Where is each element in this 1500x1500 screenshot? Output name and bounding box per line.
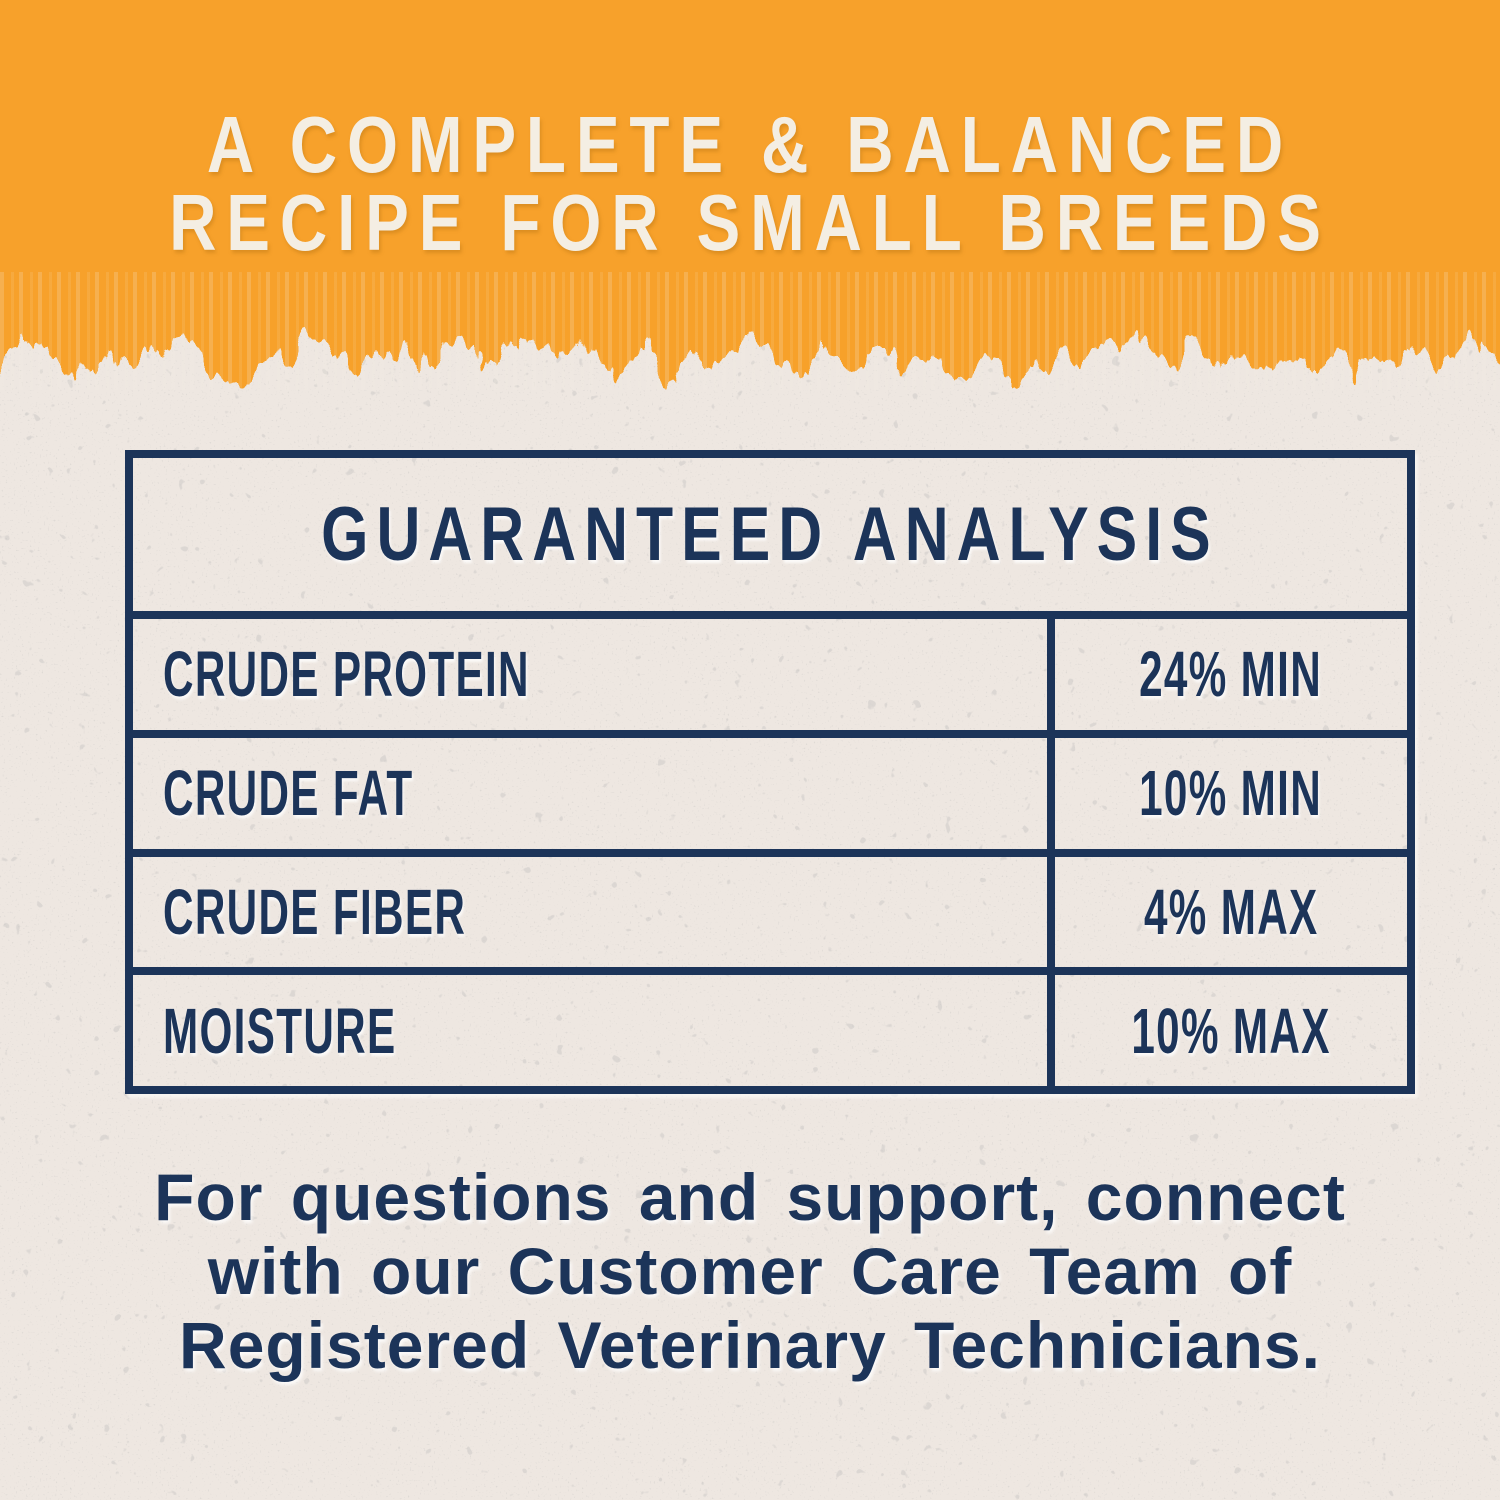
footer-line-2: with our Customer Care Team of [207,1234,1293,1308]
row-value: 10% MAX [1131,994,1331,1067]
table-title: GUARANTEED ANALYSIS [321,492,1219,577]
table-header: GUARANTEED ANALYSIS [133,458,1407,611]
table-row: CRUDE FIBER 4% MAX [133,848,1407,968]
row-value: 24% MIN [1139,638,1323,711]
banner-line-2: RECIPE FOR SMALL BREEDS [169,178,1331,267]
row-label: MOISTURE [163,994,397,1067]
row-value-cell: 4% MAX [1047,856,1407,968]
footer-line-1: For questions and support, connect [154,1160,1346,1234]
table-row: MOISTURE 10% MAX [133,967,1407,1086]
guaranteed-analysis-table: GUARANTEED ANALYSIS CRUDE PROTEIN 24% MI… [125,450,1415,1094]
row-label-cell: MOISTURE [133,975,1047,1086]
customer-care-text: For questions and support, connect with … [0,1160,1500,1382]
row-label: CRUDE FIBER [163,875,467,948]
row-label: CRUDE PROTEIN [163,638,530,711]
row-value-cell: 10% MIN [1047,737,1407,849]
banner-line-1: A COMPLETE & BALANCED [206,100,1294,189]
banner-title: A COMPLETE & BALANCED RECIPE FOR SMALL B… [0,100,1500,267]
row-label: CRUDE FAT [163,757,414,830]
row-value-cell: 10% MAX [1047,975,1407,1086]
row-label-cell: CRUDE FAT [133,738,1047,849]
row-value: 4% MAX [1143,875,1319,948]
row-label-cell: CRUDE PROTEIN [133,619,1047,730]
table-row: CRUDE PROTEIN 24% MIN [133,611,1407,730]
row-label-cell: CRUDE FIBER [133,857,1047,968]
footer-line-3: Registered Veterinary Technicians. [179,1308,1321,1382]
row-value-cell: 24% MIN [1047,619,1407,730]
paint-streaks [0,272,1500,390]
table-row: CRUDE FAT 10% MIN [133,729,1407,849]
row-value: 10% MIN [1139,757,1323,830]
